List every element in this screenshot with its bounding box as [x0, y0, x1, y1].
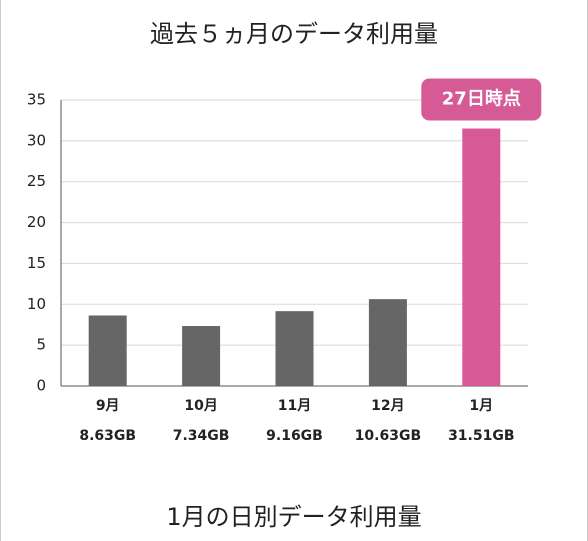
bar: [88, 315, 127, 386]
bar: [182, 326, 221, 386]
chart-title: 過去５ヵ月のデータ利用量: [150, 20, 438, 48]
x-tick-label: 10月: [184, 398, 217, 414]
y-tick-label: 35: [27, 91, 46, 109]
value-label: 10.63GB: [355, 428, 421, 444]
y-tick-label: 20: [27, 213, 46, 231]
x-tick-label: 12月: [371, 398, 404, 414]
y-tick-label: 0: [36, 377, 46, 395]
bar: [368, 299, 407, 386]
value-label: 8.63GB: [79, 428, 136, 444]
value-label: 31.51GB: [448, 428, 514, 444]
section-title: 1月の日別データ利用量: [166, 503, 421, 531]
bar: [275, 311, 314, 386]
x-tick-label: 11月: [278, 398, 311, 414]
annotation-text: 27日時点: [442, 88, 521, 110]
x-tick-label: 1月: [469, 398, 493, 414]
annotation-badge: [421, 78, 542, 121]
y-tick-label: 10: [27, 295, 46, 313]
x-tick-label: 9月: [96, 398, 120, 414]
bar: [462, 128, 501, 386]
y-tick-label: 15: [27, 254, 46, 272]
y-tick-label: 30: [27, 131, 46, 149]
y-tick-label: 5: [36, 336, 46, 354]
value-label: 9.16GB: [266, 428, 323, 444]
value-label: 7.34GB: [173, 428, 230, 444]
y-tick-label: 25: [27, 172, 46, 190]
